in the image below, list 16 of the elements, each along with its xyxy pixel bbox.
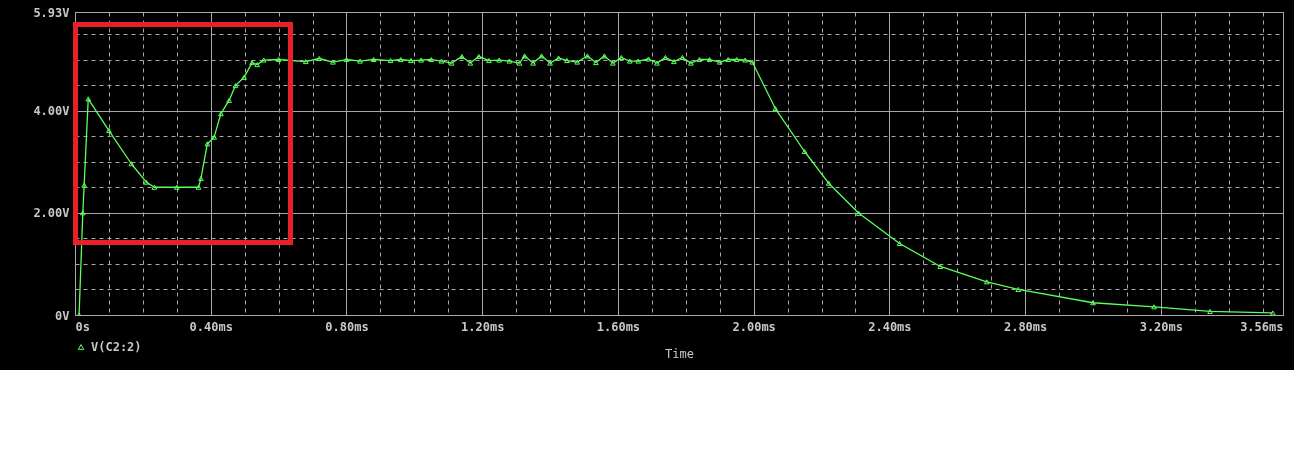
x-tick-label: 1.20ms <box>461 319 505 334</box>
y-tick-label: 5.93V <box>33 5 70 20</box>
x-tick-label: 2.40ms <box>868 319 912 334</box>
x-axis-title: Time <box>665 346 694 361</box>
x-tick-label: 2.00ms <box>732 319 776 334</box>
x-tick-label: 3.20ms <box>1139 319 1184 334</box>
x-tick-label: 0.40ms <box>189 319 233 334</box>
legend-label: V(C2:2) <box>91 340 142 354</box>
x-tick-label: 1.60ms <box>596 319 641 334</box>
y-tick-label: 4.00V <box>33 104 70 119</box>
y-tick-label: 2.00V <box>33 206 70 221</box>
x-tick-label: 0.80ms <box>325 319 369 334</box>
y-tick-label: 0V <box>55 308 70 323</box>
x-tick-label: 3.56ms <box>1240 319 1284 334</box>
x-tick-label: 2.80ms <box>1003 319 1048 334</box>
x-tick-label: 0s <box>75 319 90 334</box>
